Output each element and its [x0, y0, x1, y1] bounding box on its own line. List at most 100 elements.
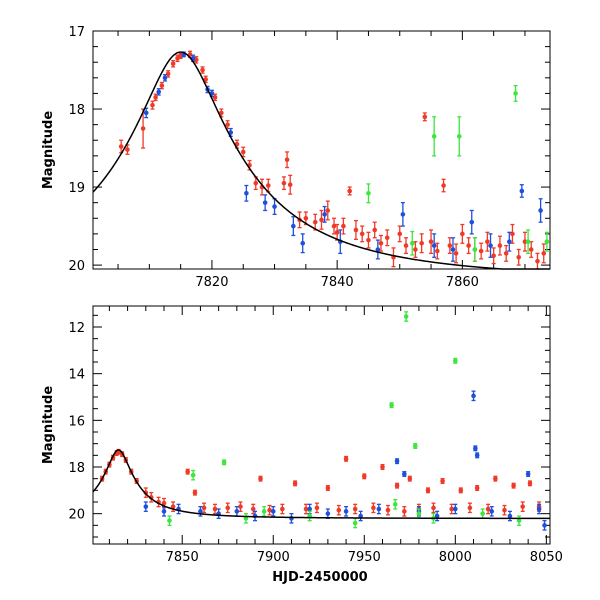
data-point [485, 231, 490, 252]
data-point [453, 243, 459, 264]
data-point [167, 515, 172, 526]
data-point [466, 237, 471, 255]
data-point [243, 513, 249, 524]
bottom-plot-frame [92, 305, 551, 545]
data-point [153, 93, 158, 102]
data-point [435, 242, 440, 260]
data-point [474, 485, 480, 491]
data-point [185, 468, 190, 475]
data-point [216, 508, 221, 519]
data-point [244, 184, 249, 202]
data-point [402, 471, 407, 477]
data-point [493, 475, 498, 482]
data-point [541, 243, 547, 264]
data-point [491, 247, 496, 265]
data-point [485, 503, 491, 515]
data-point [431, 233, 437, 258]
data-point [413, 241, 418, 258]
data-point [319, 209, 324, 230]
data-point [334, 223, 340, 241]
data-point [258, 475, 263, 482]
data-point [343, 506, 349, 517]
data-point [192, 489, 198, 496]
data-point [366, 231, 371, 249]
top-data-points [118, 50, 550, 270]
data-point [336, 504, 342, 516]
data-point [402, 506, 407, 517]
data-point [425, 487, 431, 494]
data-point [353, 219, 359, 240]
data-point [503, 244, 509, 262]
data-point [375, 239, 381, 260]
data-point [170, 60, 176, 68]
data-point [287, 174, 293, 195]
data-point [284, 151, 290, 169]
data-point [469, 209, 475, 235]
data-point [434, 510, 440, 522]
top-panel: 7820 7840 7860 17 18 19 20 Magnitude [41, 25, 551, 290]
data-point [412, 443, 418, 449]
data-point [407, 475, 413, 482]
top-tick-marks [93, 30, 550, 269]
data-point [270, 506, 276, 517]
bottom-y-axis-label: Magnitude [41, 386, 56, 465]
data-point [280, 503, 285, 515]
data-point [392, 499, 398, 510]
top-y-axis-label: Magnitude [41, 111, 56, 190]
data-point [200, 66, 205, 74]
y-tick-label: 19 [68, 181, 85, 196]
data-point [359, 225, 365, 243]
data-point [376, 503, 382, 515]
x-tick-label: 7820 [195, 275, 228, 290]
data-point [520, 501, 525, 512]
data-point [341, 217, 346, 235]
data-point [516, 248, 521, 266]
data-point [156, 88, 162, 96]
data-point [261, 506, 267, 517]
data-point [325, 508, 331, 519]
data-point [384, 229, 390, 247]
bottom-data-points [99, 311, 547, 531]
data-point [225, 502, 231, 514]
bottom-model-curve [92, 449, 550, 520]
data-point [291, 216, 296, 237]
data-point [527, 480, 533, 487]
data-point [347, 186, 352, 196]
data-point [507, 510, 513, 522]
data-point [190, 469, 196, 481]
data-point [240, 146, 246, 158]
data-point [176, 503, 181, 515]
data-point [488, 233, 493, 258]
data-point [450, 237, 456, 262]
data-point [358, 510, 363, 522]
data-point [403, 237, 409, 255]
data-point [378, 234, 384, 252]
data-point [497, 235, 503, 256]
bottom-panel: 7850 7900 7950 8000 8050 12 14 16 18 20 Magnitude… [41, 305, 563, 585]
data-point [453, 503, 458, 515]
bottom-tick-labels: 7850 7900 7950 8000 8050 12 14 16 18 20 [68, 321, 562, 565]
data-point [394, 482, 400, 489]
data-point [471, 390, 476, 402]
data-point [209, 89, 215, 98]
y-tick-label: 20 [68, 259, 85, 274]
data-point [441, 178, 446, 193]
x-tick-label: 7850 [166, 550, 199, 565]
data-point [525, 471, 531, 477]
bottom-tick-marks [93, 306, 550, 544]
data-point [538, 198, 543, 223]
data-point [212, 503, 218, 515]
data-point [380, 464, 385, 470]
data-point [262, 194, 268, 212]
y-tick-label: 16 [68, 414, 85, 429]
data-point [473, 445, 478, 452]
data-point [148, 492, 154, 503]
data-point [352, 517, 358, 529]
data-point [221, 459, 227, 466]
y-tick-label: 18 [68, 103, 85, 118]
data-point [525, 229, 531, 255]
data-point [267, 504, 272, 516]
data-point [385, 504, 391, 516]
x-tick-label: 7840 [321, 275, 354, 290]
data-point [422, 112, 428, 122]
